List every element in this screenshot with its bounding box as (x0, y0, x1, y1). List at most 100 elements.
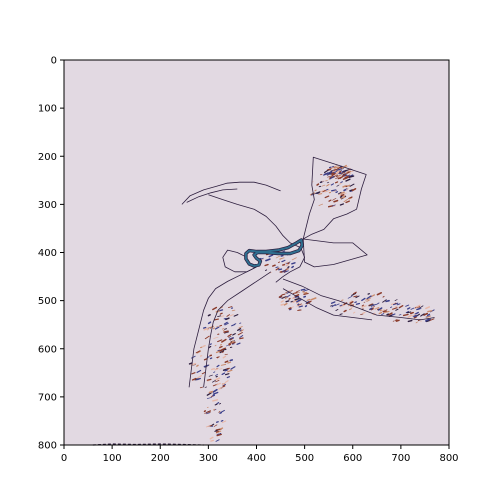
patch-bottom-streak (214, 403, 218, 406)
x-tick-label: 0 (61, 453, 67, 464)
patch-center-streak (265, 269, 268, 271)
patch-left-stem-streak (219, 324, 223, 327)
patch-left-stem-lower-streak (219, 386, 224, 390)
patch-right-top-streak (331, 165, 335, 168)
patch-mid-streak (297, 303, 302, 306)
patch-right-top-streak (345, 170, 351, 173)
patch-right-lobe-streak (382, 310, 388, 313)
patch-right-lobe-streak (353, 295, 358, 298)
patch-mid-streak (288, 307, 292, 310)
patch-right-lobe-streak (378, 311, 383, 315)
patch-right-top-streak (340, 171, 346, 175)
patch-mid-streak (296, 298, 302, 303)
y-tick-label: 200 (38, 152, 57, 163)
patch-right-lobe-streak (365, 298, 371, 301)
patch-left-stem-streak (224, 328, 227, 330)
patch-left-stem-lower-streak (215, 380, 220, 383)
x-tick-label: 200 (151, 453, 170, 464)
patch-upper-right-streak (346, 184, 351, 187)
patch-left-stem-lower-streak (216, 382, 221, 386)
patch-center-streak (268, 271, 272, 274)
patch-left-stem-streak (228, 341, 233, 345)
patch-left-stem-lower-streak (224, 373, 230, 376)
patch-right-lobe-streak (381, 313, 385, 315)
patch-right-lobe-streak (330, 301, 336, 304)
patch-right-top-streak (324, 169, 330, 174)
upper-arc-inner (186, 188, 238, 203)
patch-upper-right-streak (345, 188, 349, 191)
patch-right-lobe-streak (361, 304, 365, 307)
patch-right-tail-streak (391, 313, 396, 316)
patch-left-stem-streak (239, 329, 242, 332)
patch-mid-streak (297, 309, 301, 312)
patch-mid-streak (294, 299, 297, 302)
patch-right-lobe-streak (396, 303, 401, 306)
patch-right-lobe-streak (370, 304, 376, 307)
patch-upper-right-streak (321, 180, 325, 182)
patch-bottom-streak (212, 391, 219, 395)
patch-left-stem-lower-streak (209, 357, 213, 360)
patch-left-stem-streak (220, 315, 225, 318)
patch-right-tail-streak (394, 319, 398, 321)
patch-left-stem-lower-streak (222, 355, 227, 359)
patch-mid-streak (283, 302, 288, 306)
y-tick-label: 500 (38, 296, 57, 307)
teal-highlight-loop (244, 238, 304, 268)
patch-right-lobe-streak (331, 303, 336, 308)
patch-right-tail-streak (429, 318, 435, 321)
patch-mid-streak (286, 294, 291, 298)
patch-left-stem-streak (237, 332, 243, 336)
patch-mid-streak (300, 288, 306, 291)
patch-right-lobe-streak (348, 308, 352, 311)
patch-right-lobe-streak (354, 301, 357, 303)
patch-center-streak (287, 262, 290, 265)
patch-upper-right-streak (331, 189, 337, 192)
patch-upper-right-streak (332, 205, 336, 207)
left-stem-outer (188, 266, 257, 388)
patch-upper-right-streak (332, 190, 337, 192)
patch-left-stem-streak (228, 336, 232, 338)
y-tick-label: 600 (38, 344, 57, 355)
patch-right-tail-streak (407, 314, 413, 318)
patch-left-stem-streak (212, 306, 218, 311)
patch-upper-right-streak (339, 195, 343, 198)
patch-center-streak (283, 270, 289, 273)
patch-left-stem-streak (223, 317, 227, 320)
patch-mid-streak (280, 300, 284, 303)
patch-right-tail-streak (398, 305, 404, 309)
patch-upper-right-streak (336, 184, 340, 187)
patch-left-stem-streak (213, 318, 219, 321)
patch-left-stem-lower-streak (222, 385, 226, 388)
patch-right-lobe-streak (352, 311, 356, 314)
patch-upper-right-streak (348, 196, 353, 200)
patch-center-streak (260, 257, 264, 260)
patch-bottom-streak (215, 430, 220, 433)
patch-left-stem-streak (214, 326, 220, 330)
patch-left-stem-lower-streak (227, 369, 233, 373)
patch-right-lobe-streak (366, 295, 372, 300)
patch-right-lobe-streak (353, 291, 357, 295)
patch-upper-right-streak (340, 181, 343, 184)
patch-left-stem-lower-streak (227, 361, 232, 364)
patch-right-lobe-streak (347, 295, 353, 299)
patch-left-stem-lower-streak (190, 355, 196, 359)
patch-left-stem-lower-streak (215, 350, 220, 354)
patch-left-stem-lower-streak (191, 372, 196, 375)
patch-bottom-streak (218, 411, 221, 413)
patch-right-lobe-streak (368, 303, 373, 306)
patch-left-stem-lower-streak (222, 348, 227, 351)
patch-right-lobe-streak (379, 309, 382, 312)
patch-right-tail-streak (414, 311, 419, 315)
patch-right-tail-streak (416, 307, 421, 311)
patch-left-stem-streak (229, 338, 233, 341)
patch-upper-right-streak (319, 173, 323, 176)
patch-center-streak (277, 261, 281, 263)
patch-right-tail-streak (426, 320, 431, 323)
patch-right-lobe-streak (339, 304, 343, 307)
patch-left-stem-lower-streak (214, 344, 217, 347)
patch-right-lobe-streak (368, 303, 374, 307)
patch-left-stem-lower-streak (206, 378, 212, 381)
x-axis: 0 100 200 300 400 500 600 700 800 (61, 445, 459, 464)
right-block (302, 238, 368, 268)
patch-right-top-streak (329, 176, 333, 179)
